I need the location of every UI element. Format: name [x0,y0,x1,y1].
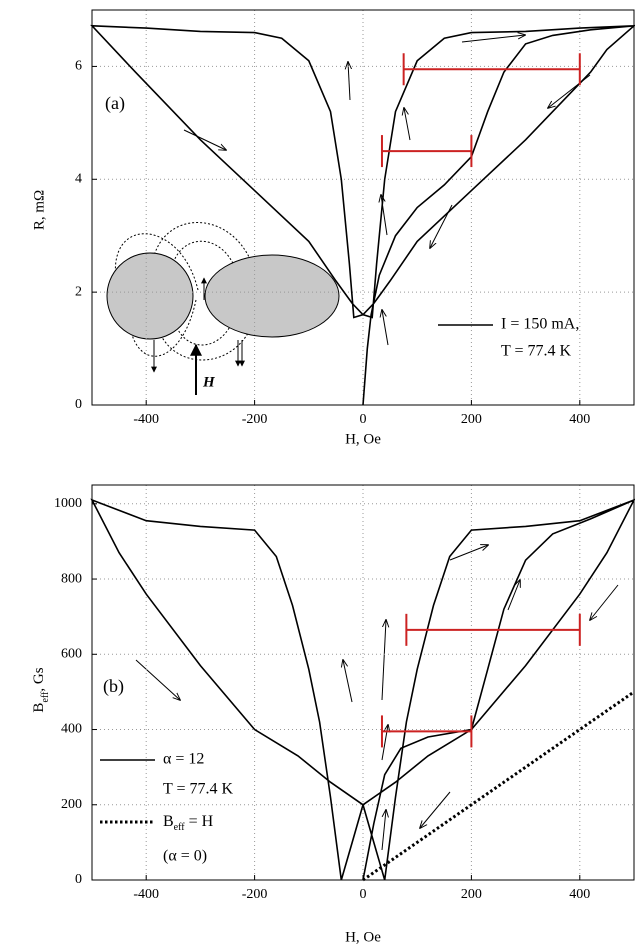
y-tick-label: 400 [61,722,82,737]
y-tick-label: 1000 [54,496,82,511]
y-axis-label: Beff, Gs [31,667,50,712]
panel-label: (b) [103,676,124,697]
legend-label: Beff = H [163,813,214,833]
legend-label: α = 12 [163,751,204,768]
panel-label: (a) [105,93,125,114]
x-tick-label: 0 [360,412,367,427]
x-axis-label: H, Oe [345,929,381,945]
x-tick-label: -400 [133,887,159,902]
data-line [90,498,635,881]
y-tick-label: 6 [75,59,82,74]
y-tick-label: 0 [75,872,82,887]
x-tick-label: -200 [242,412,268,427]
legend-label-main: B [163,813,174,830]
legend-note: (α = 0) [163,848,207,865]
y-tick-label: 200 [61,797,82,812]
y-tick-label: 0 [75,397,82,412]
data-line [90,24,635,406]
y-tick-label: 4 [75,172,82,187]
x-axis-label: H, Oe [345,431,381,447]
inset-label: H [202,374,216,390]
y-tick-label: 600 [61,647,82,662]
data-line [362,690,635,882]
inset-diagram: H [106,222,340,395]
legend-note: T = 77.4 K [501,343,572,360]
legend-label: I = 150 mA, [501,316,579,333]
y-axis-label-rest: , Gs [31,667,47,691]
y-axis-label: R, mΩ [31,190,47,230]
x-tick-label: -200 [242,887,268,902]
y-axis-label-main: B [31,703,47,713]
x-tick-label: 200 [461,412,482,427]
legend-note: T = 77.4 K [163,781,234,798]
x-tick-label: 0 [360,887,367,902]
y-tick-label: 2 [75,284,82,299]
y-axis-label-sub: eff [40,691,51,703]
x-tick-label: 400 [569,887,590,902]
legend-label-sub: eff [174,822,186,833]
x-tick-label: 400 [569,412,590,427]
x-tick-label: 200 [461,887,482,902]
y-tick-label: 800 [61,571,82,586]
x-tick-label: -400 [133,412,159,427]
legend-label-rest: = H [185,813,214,830]
